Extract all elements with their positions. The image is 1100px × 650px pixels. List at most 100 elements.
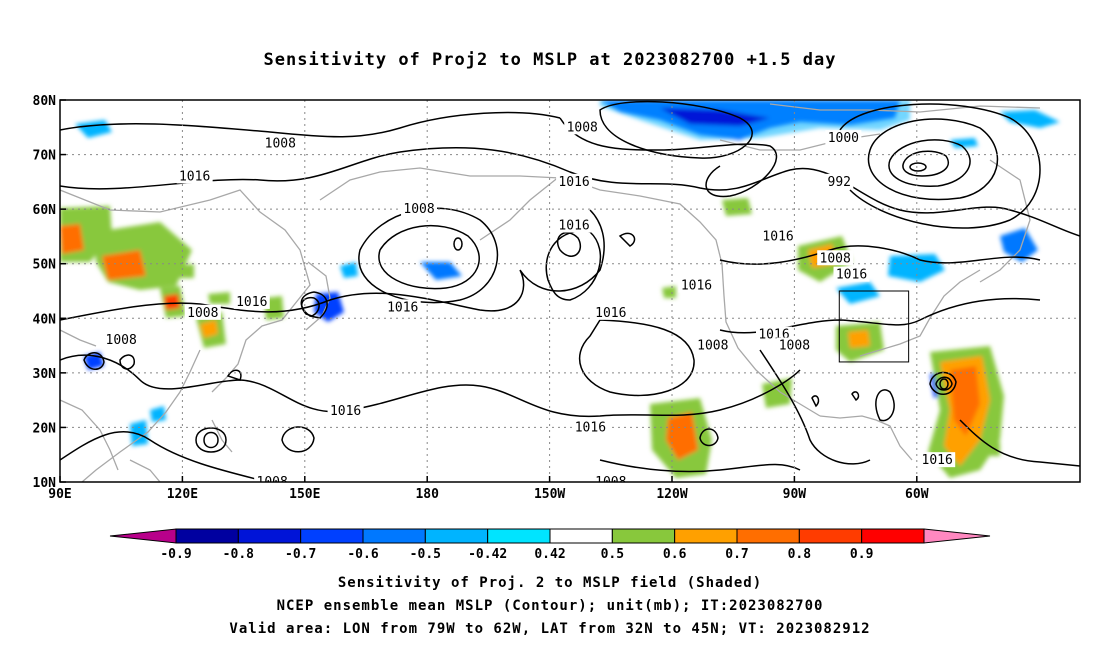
lat-tick-label: 80N [33, 94, 57, 109]
contour-label: 1016 [387, 300, 418, 315]
contour-label-bg [384, 299, 421, 315]
footer-line-3: Valid area: LON from 79W to 62W, LAT fro… [229, 621, 871, 637]
map-frame [59, 99, 1081, 483]
lon-tick-label: 120W [656, 487, 687, 502]
colorbar-level-label: -0.8 [223, 547, 254, 562]
lon-tick-label: 180 [415, 487, 439, 502]
lat-tick-label: 60N [33, 203, 57, 218]
contour-label-bg [776, 337, 813, 353]
contour-label-bg [833, 266, 870, 282]
contour-label-bg [825, 130, 862, 146]
contour-label-bg [233, 293, 270, 309]
contour-label-bg [254, 474, 291, 482]
colorbar-level-label: 0.42 [534, 547, 565, 562]
contour-label: 1008 [820, 251, 851, 266]
colorbar-level-label: 0.9 [850, 547, 873, 562]
contour-label: 1016 [330, 404, 361, 419]
colorbar-level-label: -0.42 [468, 547, 507, 562]
lon-tick-label: 150E [289, 487, 320, 502]
contour-label-bg [694, 337, 731, 353]
colorbar-swatch [861, 528, 925, 544]
colorbar-swatch [175, 528, 239, 544]
lon-tick-label: 90E [48, 487, 71, 502]
colorbar-level-label: -0.5 [410, 547, 441, 562]
contour-label-bg [556, 217, 593, 233]
contour-labels: 1008 1016 1008 1016 1008 1008 1008 1016 1016 1008… [103, 119, 956, 490]
colorbar-swatch [674, 528, 738, 544]
lat-axis: 80N 70N 60N 50N 40N 30N 20N 10N [33, 94, 66, 491]
footer-line-1: Sensitivity of Proj. 2 to MSLP field (Sh… [337, 575, 763, 591]
colorbar-swatch [611, 528, 676, 544]
lon-tick-label: 120E [167, 487, 198, 502]
colorbar-level-label: 0.7 [725, 547, 748, 562]
colorbar-swatch [736, 528, 800, 544]
contour-label-bg [572, 419, 609, 435]
contour-label: 1016 [595, 306, 626, 321]
contour-label: 1016 [179, 169, 210, 184]
colorbar: -0.9 -0.8 -0.7 -0.6 -0.5 -0.42 0.42 0.5 0.6 0.7 0.… [109, 528, 991, 562]
contour-label: 1016 [922, 453, 953, 468]
lon-tick-label: 150W [534, 487, 565, 502]
contour-label-bg [678, 277, 715, 293]
colorbar-level-label: -0.7 [285, 547, 316, 562]
colorbar-level-label: 0.6 [663, 547, 687, 562]
contour-label: 1016 [836, 268, 867, 283]
contour-label-bg [825, 173, 854, 189]
contour-label-bg [760, 228, 797, 244]
contour-label: 992 [828, 175, 851, 190]
contour-label: 1008 [697, 339, 728, 354]
colorbar-min-arrow [109, 528, 177, 544]
contour-label-bg [327, 403, 364, 419]
contour-label-bg [176, 168, 213, 184]
contour-label-bg [919, 452, 956, 468]
contour-label-bg [262, 135, 299, 151]
lat-tick-label: 10N [33, 476, 57, 491]
contour-label-bg [592, 304, 629, 320]
contour-label: 1008 [187, 306, 218, 321]
contour-label-bg [817, 250, 854, 266]
colorbar-swatch [549, 528, 613, 544]
contour-label: 1016 [236, 295, 267, 310]
colorbar-swatch [487, 528, 551, 544]
lat-tick-label: 20N [33, 421, 57, 436]
contour-label: 1008 [106, 333, 137, 348]
lat-tick-label: 40N [33, 312, 57, 327]
colorbar-level-label: -0.6 [347, 547, 378, 562]
colorbar-swatch [300, 528, 364, 544]
contour-label: 1016 [681, 279, 712, 294]
contour-label: 1016 [558, 219, 589, 234]
contour-label-bg [103, 332, 140, 348]
footer-line-2: NCEP ensemble mean MSLP (Contour); unit(… [276, 598, 824, 614]
contour-label-bg [556, 173, 593, 189]
contour-label: 1008 [265, 137, 296, 152]
contour-label: 1016 [558, 175, 589, 190]
colorbar-swatch [798, 528, 863, 544]
contour-label: 1016 [762, 229, 793, 244]
lat-tick-label: 30N [33, 367, 57, 382]
contour-label: 1008 [779, 339, 810, 354]
colorbar-level-label: -0.9 [160, 547, 191, 562]
contour-label: 1008 [403, 202, 434, 217]
contour-label-bg [401, 201, 438, 217]
contour-label: 1008 [257, 475, 288, 490]
contour-label: 1008 [595, 475, 626, 490]
contour-label: 1000 [828, 131, 859, 146]
colorbar-max-arrow [923, 528, 991, 544]
colorbar-swatch [237, 528, 302, 544]
contour-label-bg [564, 119, 601, 135]
map-title: Sensitivity of Proj2 to MSLP at 20230827… [263, 50, 837, 70]
lat-tick-label: 50N [33, 258, 57, 273]
sensitivity-shading [60, 100, 1060, 478]
lat-tick-label: 70N [33, 149, 57, 164]
grid-lines [60, 100, 1080, 482]
colorbar-level-label: 0.8 [788, 547, 812, 562]
contour-label: 1016 [575, 420, 606, 435]
colorbar-level-label: 0.5 [601, 547, 624, 562]
lon-axis: 90E 120E 150E 180 150W 120W 90W 60W [48, 476, 929, 502]
lon-tick-label: 60W [905, 487, 929, 502]
contour-label: 1008 [567, 120, 598, 135]
colorbar-swatch [424, 528, 489, 544]
valid-area-box [838, 290, 910, 363]
colorbar-swatch [362, 528, 426, 544]
